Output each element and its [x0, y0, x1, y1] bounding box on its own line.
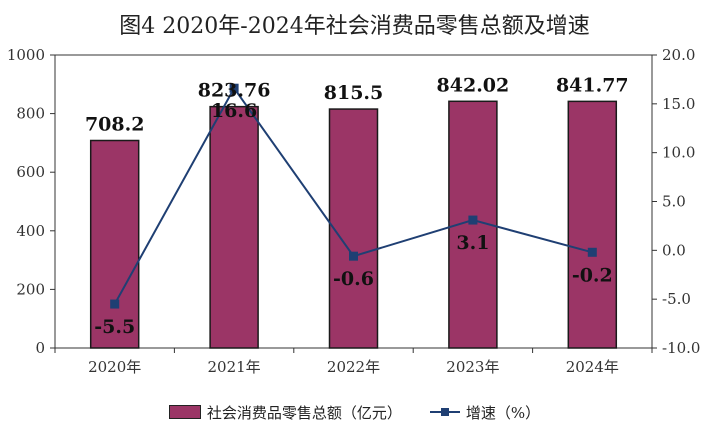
- right-tick-label: 10.0: [662, 144, 695, 162]
- right-tick-label: 0.0: [662, 241, 686, 259]
- left-tick-label: 600: [16, 163, 45, 181]
- left-tick-label: 400: [16, 222, 45, 240]
- legend-bar-swatch: [168, 405, 201, 419]
- bar-data-label: 842.02: [437, 74, 510, 96]
- bar-data-label: 708.2: [85, 113, 145, 135]
- x-tick-label: 2020年: [88, 358, 141, 376]
- x-tick-label: 2023年: [446, 358, 499, 376]
- legend-line-swatch: [429, 406, 460, 418]
- rate-data-label: 3.1: [456, 232, 489, 254]
- legend-item-line: 增速（%）: [429, 402, 541, 423]
- bar-data-label: 841.77: [556, 74, 629, 96]
- bar: [209, 105, 259, 349]
- legend-bar-label: 社会消费品零售总额（亿元）: [206, 403, 402, 422]
- rate-data-label: -0.6: [333, 268, 374, 290]
- bar: [567, 100, 618, 349]
- left-tick-label: 1000: [7, 46, 45, 64]
- right-tick-label: -5.0: [662, 290, 691, 308]
- bar: [89, 139, 140, 349]
- legend-line-label: 增速（%）: [465, 403, 541, 422]
- line-marker: [110, 299, 120, 309]
- right-tick-label: -10.0: [662, 339, 700, 357]
- line-group: [110, 83, 597, 309]
- rate-data-label: -0.2: [572, 264, 613, 286]
- bar-data-label: 823.76: [198, 80, 271, 102]
- line-marker: [468, 215, 478, 225]
- left-tick-label: 200: [16, 280, 45, 298]
- x-tick-label: 2021年: [208, 358, 261, 376]
- line-marker: [349, 251, 358, 261]
- x-tick-label: 2022年: [327, 358, 380, 376]
- bar: [328, 108, 379, 349]
- labels-group: 708.2 823.76 815.5 842.02 841.77 -5.5 16.6 -0.6…: [85, 74, 629, 338]
- line-marker: [229, 83, 239, 93]
- right-tick-label: 15.0: [662, 95, 695, 113]
- chart-title: 图4 2020年-2024年社会消费品零售总额及增速: [119, 14, 590, 39]
- bars-group: [89, 100, 618, 349]
- right-tick-label: 20.0: [662, 46, 695, 64]
- rate-data-label: 16.6: [211, 100, 257, 122]
- legend: 社会消费品零售总额（亿元） 增速（%）: [0, 400, 709, 424]
- left-tick-label: 800: [16, 105, 45, 123]
- left-tick-label: 0: [35, 339, 45, 357]
- x-tick-label: 2024年: [566, 358, 619, 376]
- rate-data-label: -5.5: [94, 316, 135, 338]
- right-tick-label: 5.0: [662, 193, 686, 211]
- bar-data-label: 815.5: [324, 82, 384, 104]
- legend-item-bar: 社会消费品零售总额（亿元）: [168, 402, 402, 423]
- axes-group: 0 200 400 600 800 1000 -10.0 -5.0 0.0 5.0 10.0 15.0…: [7, 46, 701, 376]
- line-marker: [587, 247, 597, 257]
